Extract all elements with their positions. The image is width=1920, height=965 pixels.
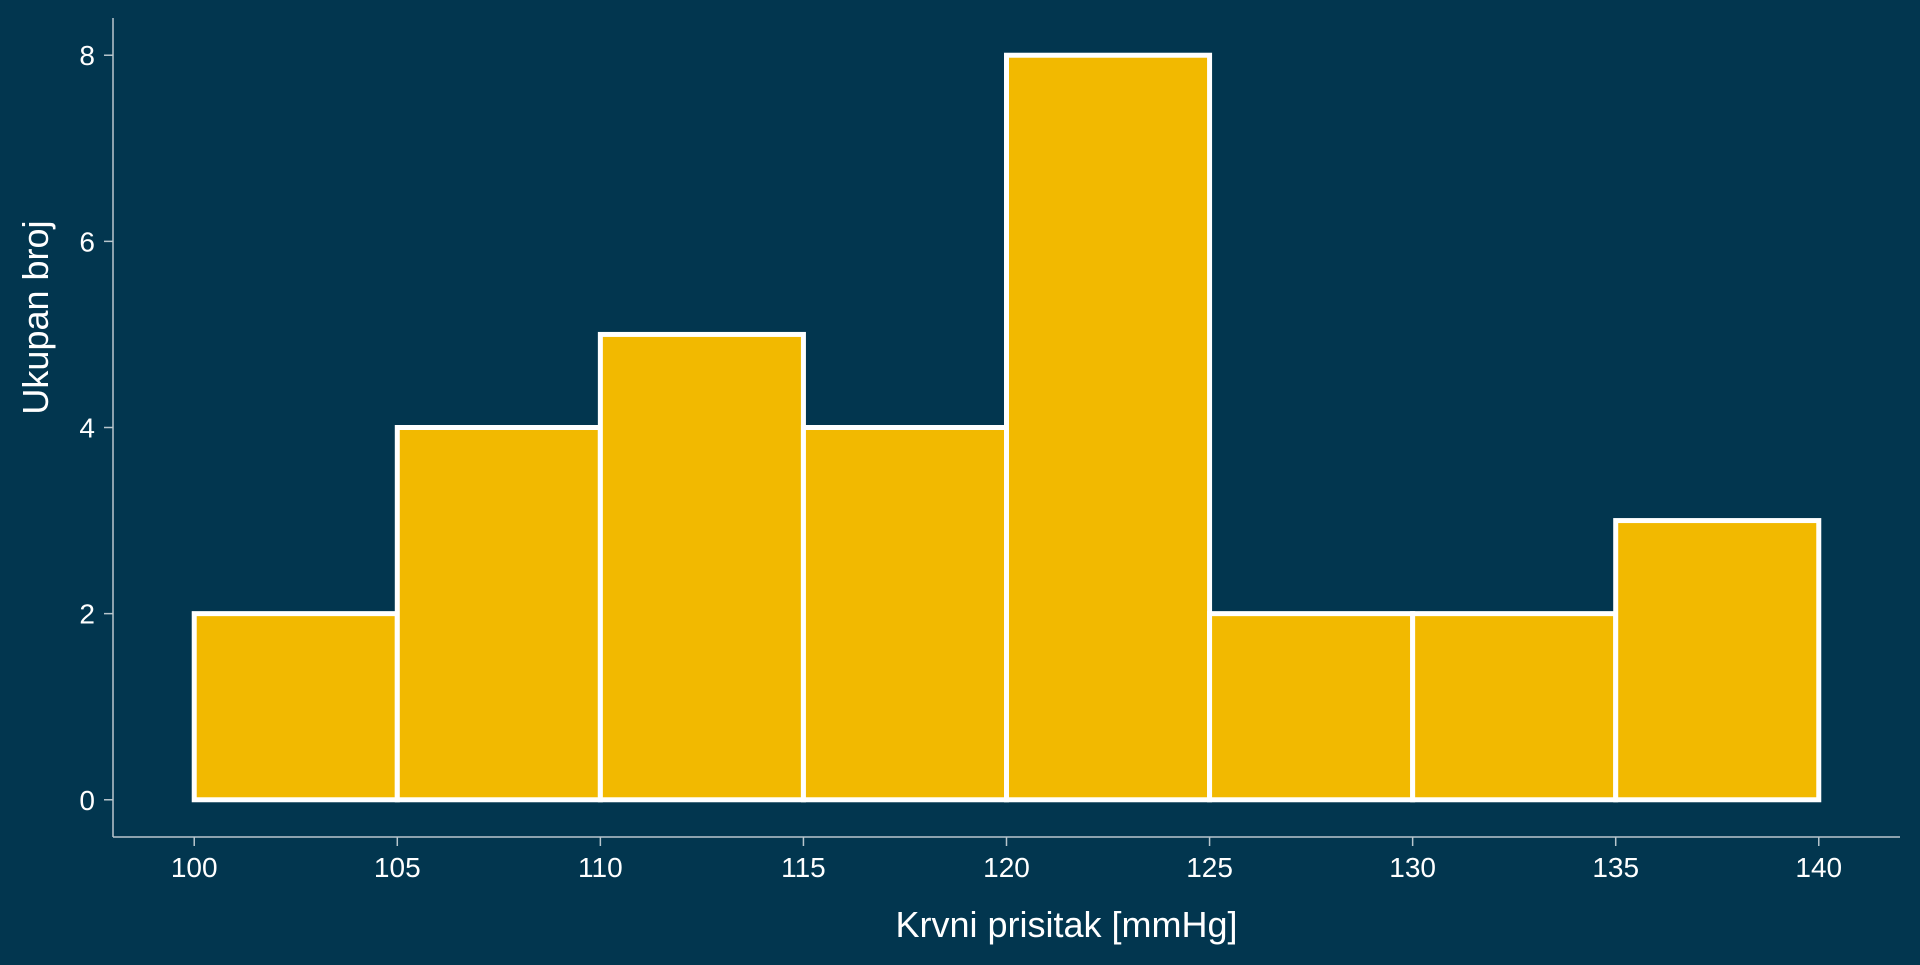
y-axis-title: Ukupan broj	[15, 220, 56, 414]
y-tick-label: 2	[79, 599, 95, 630]
x-tick-label: 110	[578, 852, 623, 883]
x-tick-label: 105	[374, 852, 421, 883]
bars-layer	[191, 52, 1822, 803]
histogram-bar	[800, 425, 1009, 803]
histogram-bar	[1207, 611, 1416, 803]
y-tick-label: 0	[79, 785, 95, 816]
histogram-bar	[1004, 52, 1213, 803]
histogram-bar	[1613, 518, 1822, 803]
y-tick-label: 4	[79, 413, 95, 444]
x-tick-label: 140	[1795, 852, 1842, 883]
histogram-bar	[1410, 611, 1619, 803]
x-axis-title: Krvni prisitak [mmHg]	[895, 904, 1237, 945]
x-tick-label: 115	[781, 852, 826, 883]
x-tick-label: 125	[1186, 852, 1233, 883]
ticks-layer: 0 2 4 6 8 100 105 110 115 120 125 130 135 140	[79, 40, 1842, 883]
histogram-bar	[191, 611, 400, 803]
x-tick-label: 130	[1389, 852, 1436, 883]
x-tick-label: 100	[171, 852, 218, 883]
x-tick-label: 135	[1592, 852, 1639, 883]
x-tick-label: 120	[983, 852, 1030, 883]
histogram-bar	[597, 331, 806, 803]
y-tick-label: 8	[79, 40, 95, 71]
y-tick-label: 6	[79, 226, 95, 257]
histogram-bar	[394, 425, 603, 803]
